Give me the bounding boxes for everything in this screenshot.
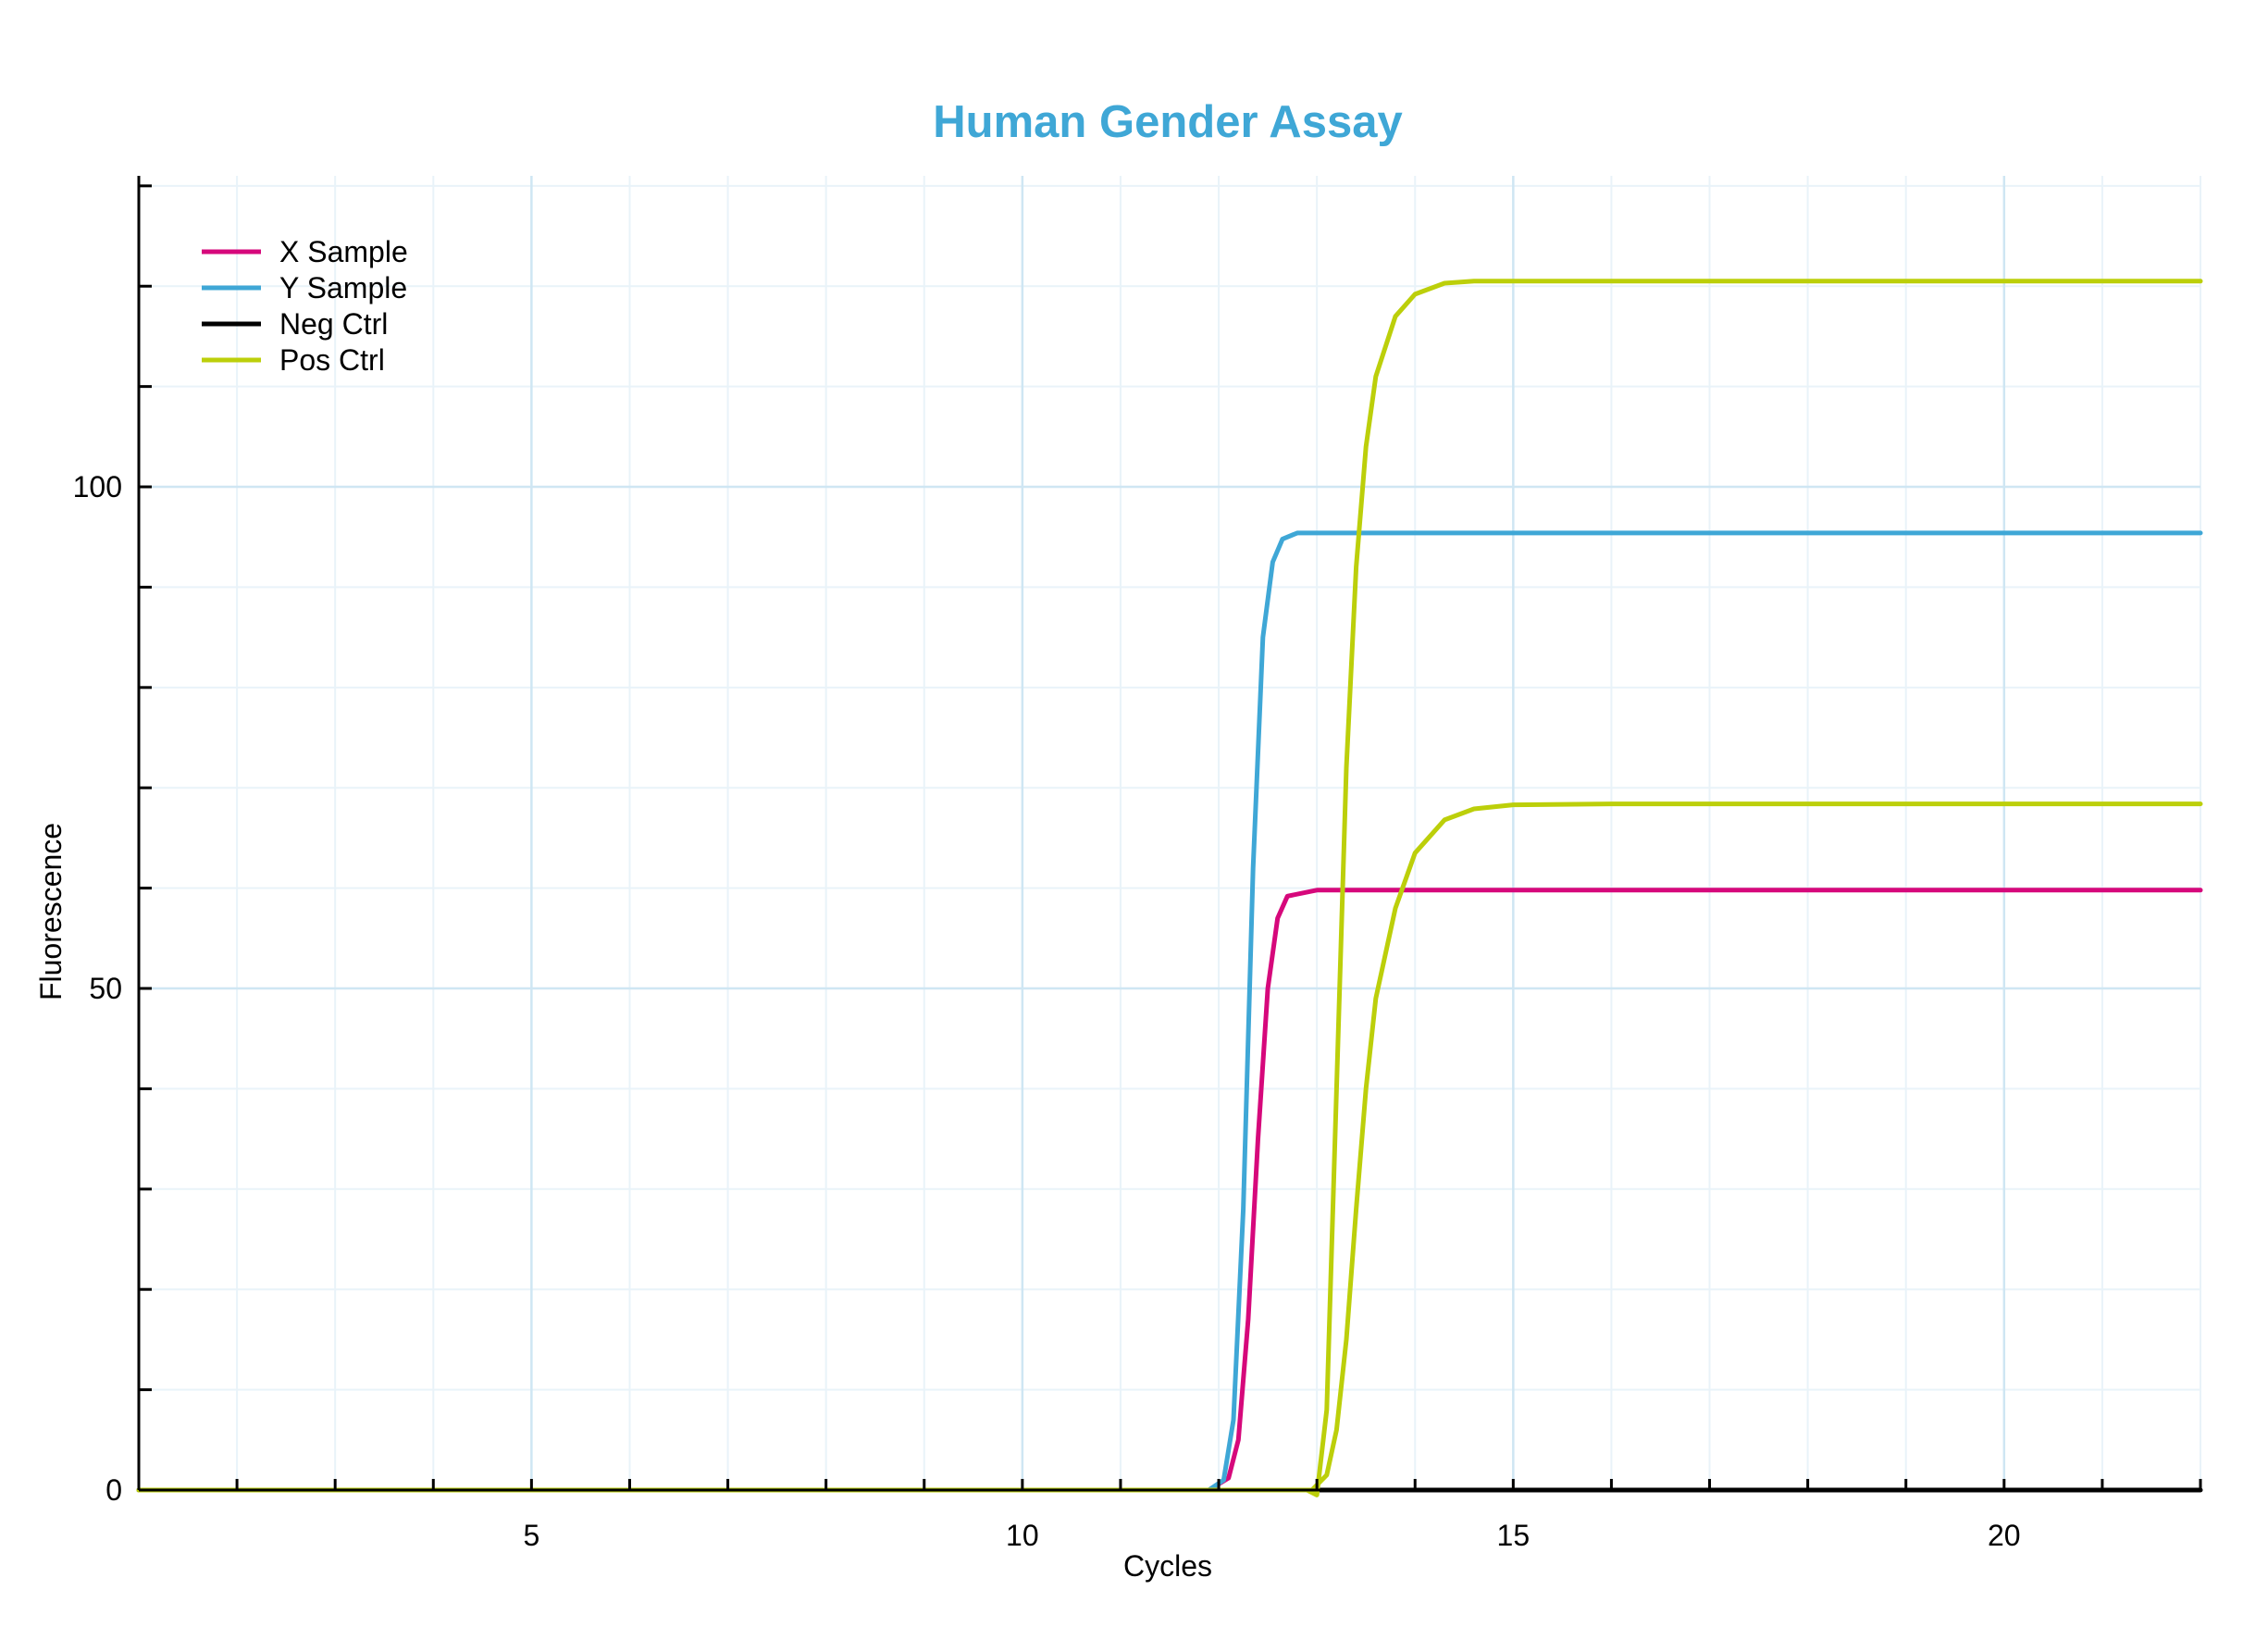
y-axis-label: Fluorescence [34, 823, 68, 1000]
x-axis-label: Cycles [1123, 1549, 1212, 1583]
legend-label: Neg Ctrl [279, 307, 388, 341]
grid [138, 176, 2201, 1492]
x-tick-label: 15 [1497, 1519, 1531, 1552]
y-tick-label: 50 [89, 972, 122, 1005]
x-tick-label: 5 [523, 1519, 539, 1552]
ticks: 5 10 15 20 0 50 100 [73, 184, 2202, 1552]
legend-label: X Sample [279, 235, 408, 268]
y-tick-label: 0 [105, 1473, 122, 1507]
chart-title: Human Gender Assay [933, 97, 1402, 147]
series-line-x-sample [136, 888, 2203, 1493]
x-tick-label: 10 [1006, 1519, 1039, 1552]
x-tick-label: 20 [1988, 1519, 2021, 1552]
legend-label: Y Sample [279, 271, 407, 304]
series-line-pos-ctrl [136, 801, 2203, 1493]
legend-label: Pos Ctrl [279, 343, 385, 377]
series-line-pos-ctrl [136, 279, 2203, 1497]
y-tick-label: 100 [73, 470, 122, 503]
axes [137, 176, 2200, 1492]
series-line-y-sample [136, 530, 2203, 1493]
